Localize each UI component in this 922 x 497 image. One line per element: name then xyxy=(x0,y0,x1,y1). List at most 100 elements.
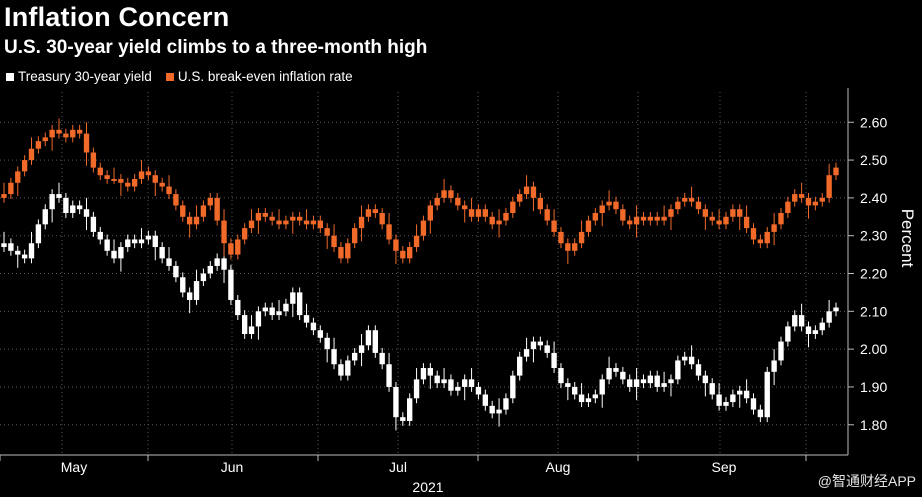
candle-body xyxy=(771,360,777,372)
candle-body xyxy=(578,231,585,244)
candle-body xyxy=(70,129,76,138)
candle-body xyxy=(248,220,255,229)
y-tick-label: 2.10 xyxy=(860,303,887,319)
candle-body xyxy=(125,239,131,248)
candle-body xyxy=(510,201,516,213)
candle-body xyxy=(517,356,523,376)
candle-body xyxy=(15,250,21,255)
candle-body xyxy=(241,315,248,334)
chart-subtitle: U.S. 30-year yield climbs to a three-mon… xyxy=(4,37,428,58)
candle-body xyxy=(537,341,544,346)
candle-body xyxy=(613,201,619,210)
candle-body xyxy=(544,209,550,221)
candle-body xyxy=(97,231,103,240)
candle-body xyxy=(792,315,798,327)
candle-body xyxy=(111,250,117,259)
candle-body xyxy=(785,326,791,342)
candle-body xyxy=(262,307,268,312)
candle-body xyxy=(620,209,626,221)
candle-body xyxy=(510,375,516,399)
candle-body xyxy=(35,224,42,244)
candle-body xyxy=(468,379,475,387)
legend-item-breakeven: U.S. break-even inflation rate xyxy=(165,69,353,84)
candle-body xyxy=(572,386,578,395)
candle-body xyxy=(592,394,599,399)
candle-body xyxy=(407,398,413,421)
candle-body xyxy=(558,368,564,384)
candle-body xyxy=(283,220,289,225)
candle-body xyxy=(805,326,812,334)
candle-body xyxy=(434,375,440,384)
candle-body xyxy=(166,258,172,266)
y-tick-label: 2.30 xyxy=(860,228,887,244)
candle-body xyxy=(303,220,310,225)
legend: Treasury 30-year yield U.S. break-even i… xyxy=(6,69,367,84)
candle-body xyxy=(111,178,117,181)
candle-body xyxy=(118,247,124,259)
candle-body xyxy=(798,315,805,327)
candle-body xyxy=(358,216,365,229)
candle-body xyxy=(145,235,152,240)
candle-body xyxy=(296,216,303,221)
candle-body xyxy=(90,152,97,168)
candle-body xyxy=(200,205,207,217)
candle-body xyxy=(661,383,667,387)
candle-body xyxy=(833,307,839,312)
chart-title: Inflation Concern xyxy=(4,2,230,32)
y-tick-label: 1.80 xyxy=(860,417,887,433)
y-tick-label: 2.00 xyxy=(860,341,887,357)
candle-body xyxy=(682,197,688,202)
candle-body xyxy=(8,182,14,195)
candle-body xyxy=(331,349,337,365)
candle-body xyxy=(558,231,564,244)
candle-body xyxy=(131,178,138,187)
candle-body xyxy=(159,247,165,259)
candle-body xyxy=(269,307,275,316)
candle-body xyxy=(193,216,200,225)
candle-body xyxy=(716,394,722,406)
candle-body xyxy=(427,205,433,221)
candle-body xyxy=(496,409,502,414)
candle-body xyxy=(688,197,695,202)
candle-body xyxy=(255,311,262,327)
candle-body xyxy=(269,216,275,221)
candle-body xyxy=(812,330,819,334)
candle-body xyxy=(317,330,323,338)
candle-body xyxy=(324,228,330,236)
candle-body xyxy=(15,171,21,183)
candle-body xyxy=(138,239,145,244)
candle-body xyxy=(537,197,544,210)
candle-body xyxy=(750,398,757,410)
candle-body xyxy=(682,356,688,361)
candle-body xyxy=(633,216,640,225)
candle-body xyxy=(393,239,399,251)
axes: 2.60 2.50 2.40 2.30 2.20 2.10 2.00 1.90 1.80 Perc… xyxy=(0,88,917,495)
candle-body xyxy=(640,379,647,384)
candle-body xyxy=(585,398,592,403)
candle-body xyxy=(503,398,509,410)
candle-body xyxy=(393,386,399,418)
y-tick-label: 2.50 xyxy=(860,152,887,168)
candle-body xyxy=(413,379,420,399)
candle-body xyxy=(530,341,537,350)
candle-body xyxy=(21,254,28,259)
candle-body xyxy=(599,379,605,395)
candle-body xyxy=(434,197,440,206)
candle-body xyxy=(56,194,62,198)
candle-body xyxy=(489,216,495,225)
candle-body xyxy=(723,216,729,225)
candle-body xyxy=(276,220,282,225)
candle-body xyxy=(152,175,158,183)
candle-body xyxy=(455,197,461,206)
candle-body xyxy=(338,364,344,376)
candle-body xyxy=(90,216,97,232)
candle-body xyxy=(125,182,131,187)
candle-body xyxy=(462,205,468,210)
candle-body xyxy=(173,194,179,206)
candle-body xyxy=(709,216,715,221)
candle-body xyxy=(276,311,282,316)
candle-body xyxy=(420,368,427,380)
candle-body xyxy=(241,228,248,240)
candle-body xyxy=(235,299,241,316)
